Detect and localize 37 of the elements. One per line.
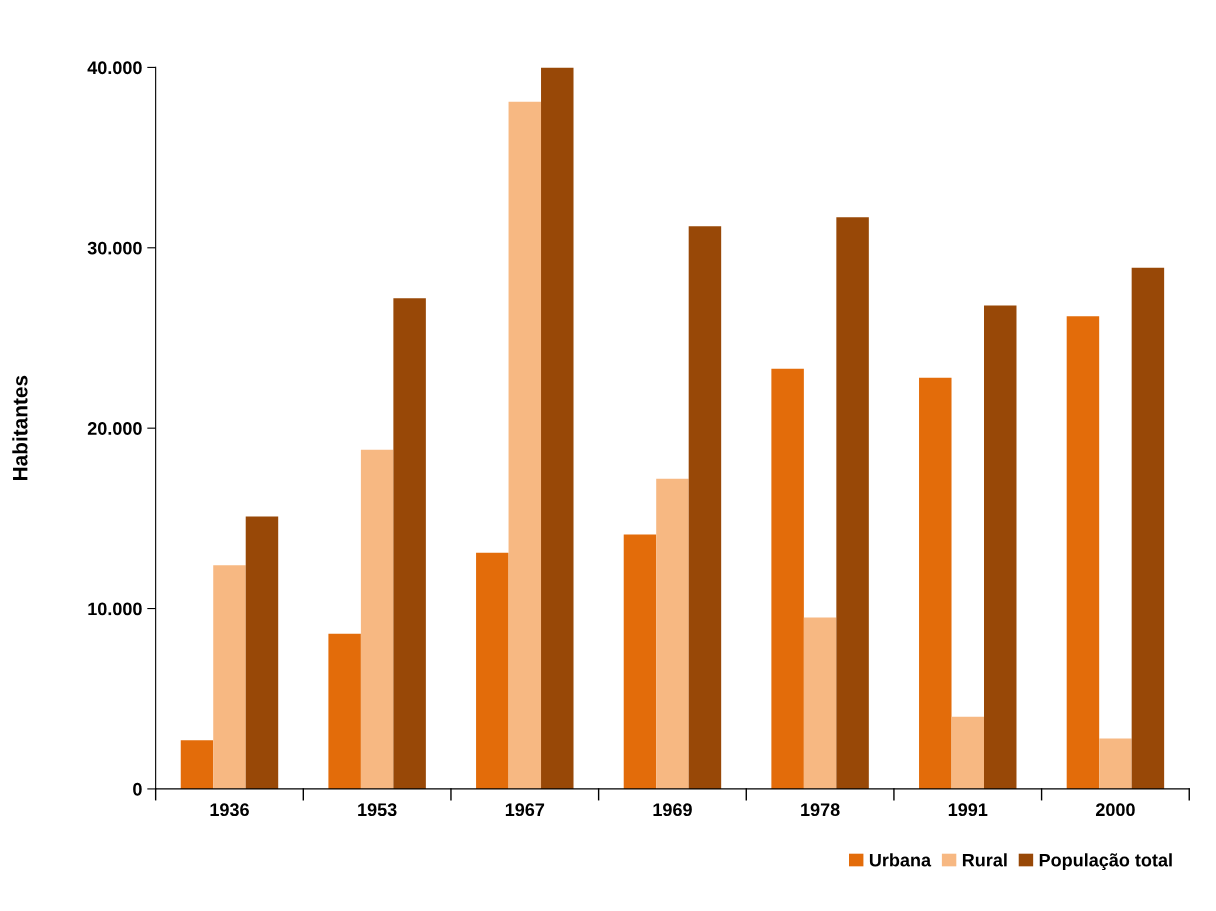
bar xyxy=(476,552,509,789)
bar xyxy=(656,478,689,789)
y-tick-label: 10.000 xyxy=(88,602,142,616)
y-tick-label: 0 xyxy=(133,782,142,796)
legend-label: População total xyxy=(1039,853,1172,871)
bar xyxy=(771,368,804,789)
bar xyxy=(541,67,574,789)
y-tick-label: 20.000 xyxy=(87,422,142,435)
bar xyxy=(360,449,394,789)
bar xyxy=(213,565,246,789)
bar xyxy=(393,298,426,789)
x-tick-label: 1936 xyxy=(210,803,249,817)
bar xyxy=(245,516,279,789)
bar xyxy=(328,633,361,789)
bar xyxy=(803,617,837,789)
x-tick-label: 1978 xyxy=(801,803,840,817)
bar xyxy=(951,716,984,789)
legend-label: Rural xyxy=(962,853,1007,867)
bar xyxy=(1066,316,1100,789)
legend-label: Urbana xyxy=(869,853,932,867)
bar xyxy=(1099,738,1132,789)
y-axis-title: Habitantes xyxy=(12,375,28,481)
bar xyxy=(688,226,722,789)
bar xyxy=(1131,267,1165,789)
x-tick-label: 1953 xyxy=(358,803,397,817)
bar xyxy=(180,740,214,789)
x-tick-label: 1967 xyxy=(505,803,545,817)
x-tick-label: 1991 xyxy=(948,803,988,817)
y-tick-label: 30.000 xyxy=(87,241,142,255)
bar xyxy=(836,217,869,789)
bar xyxy=(508,101,542,789)
bar xyxy=(623,534,657,789)
x-tick-label: 2000 xyxy=(1095,803,1135,817)
bar xyxy=(919,377,952,789)
x-tick-label: 1969 xyxy=(653,803,692,817)
bar xyxy=(984,305,1017,789)
y-tick-label: 40.000 xyxy=(87,61,142,75)
